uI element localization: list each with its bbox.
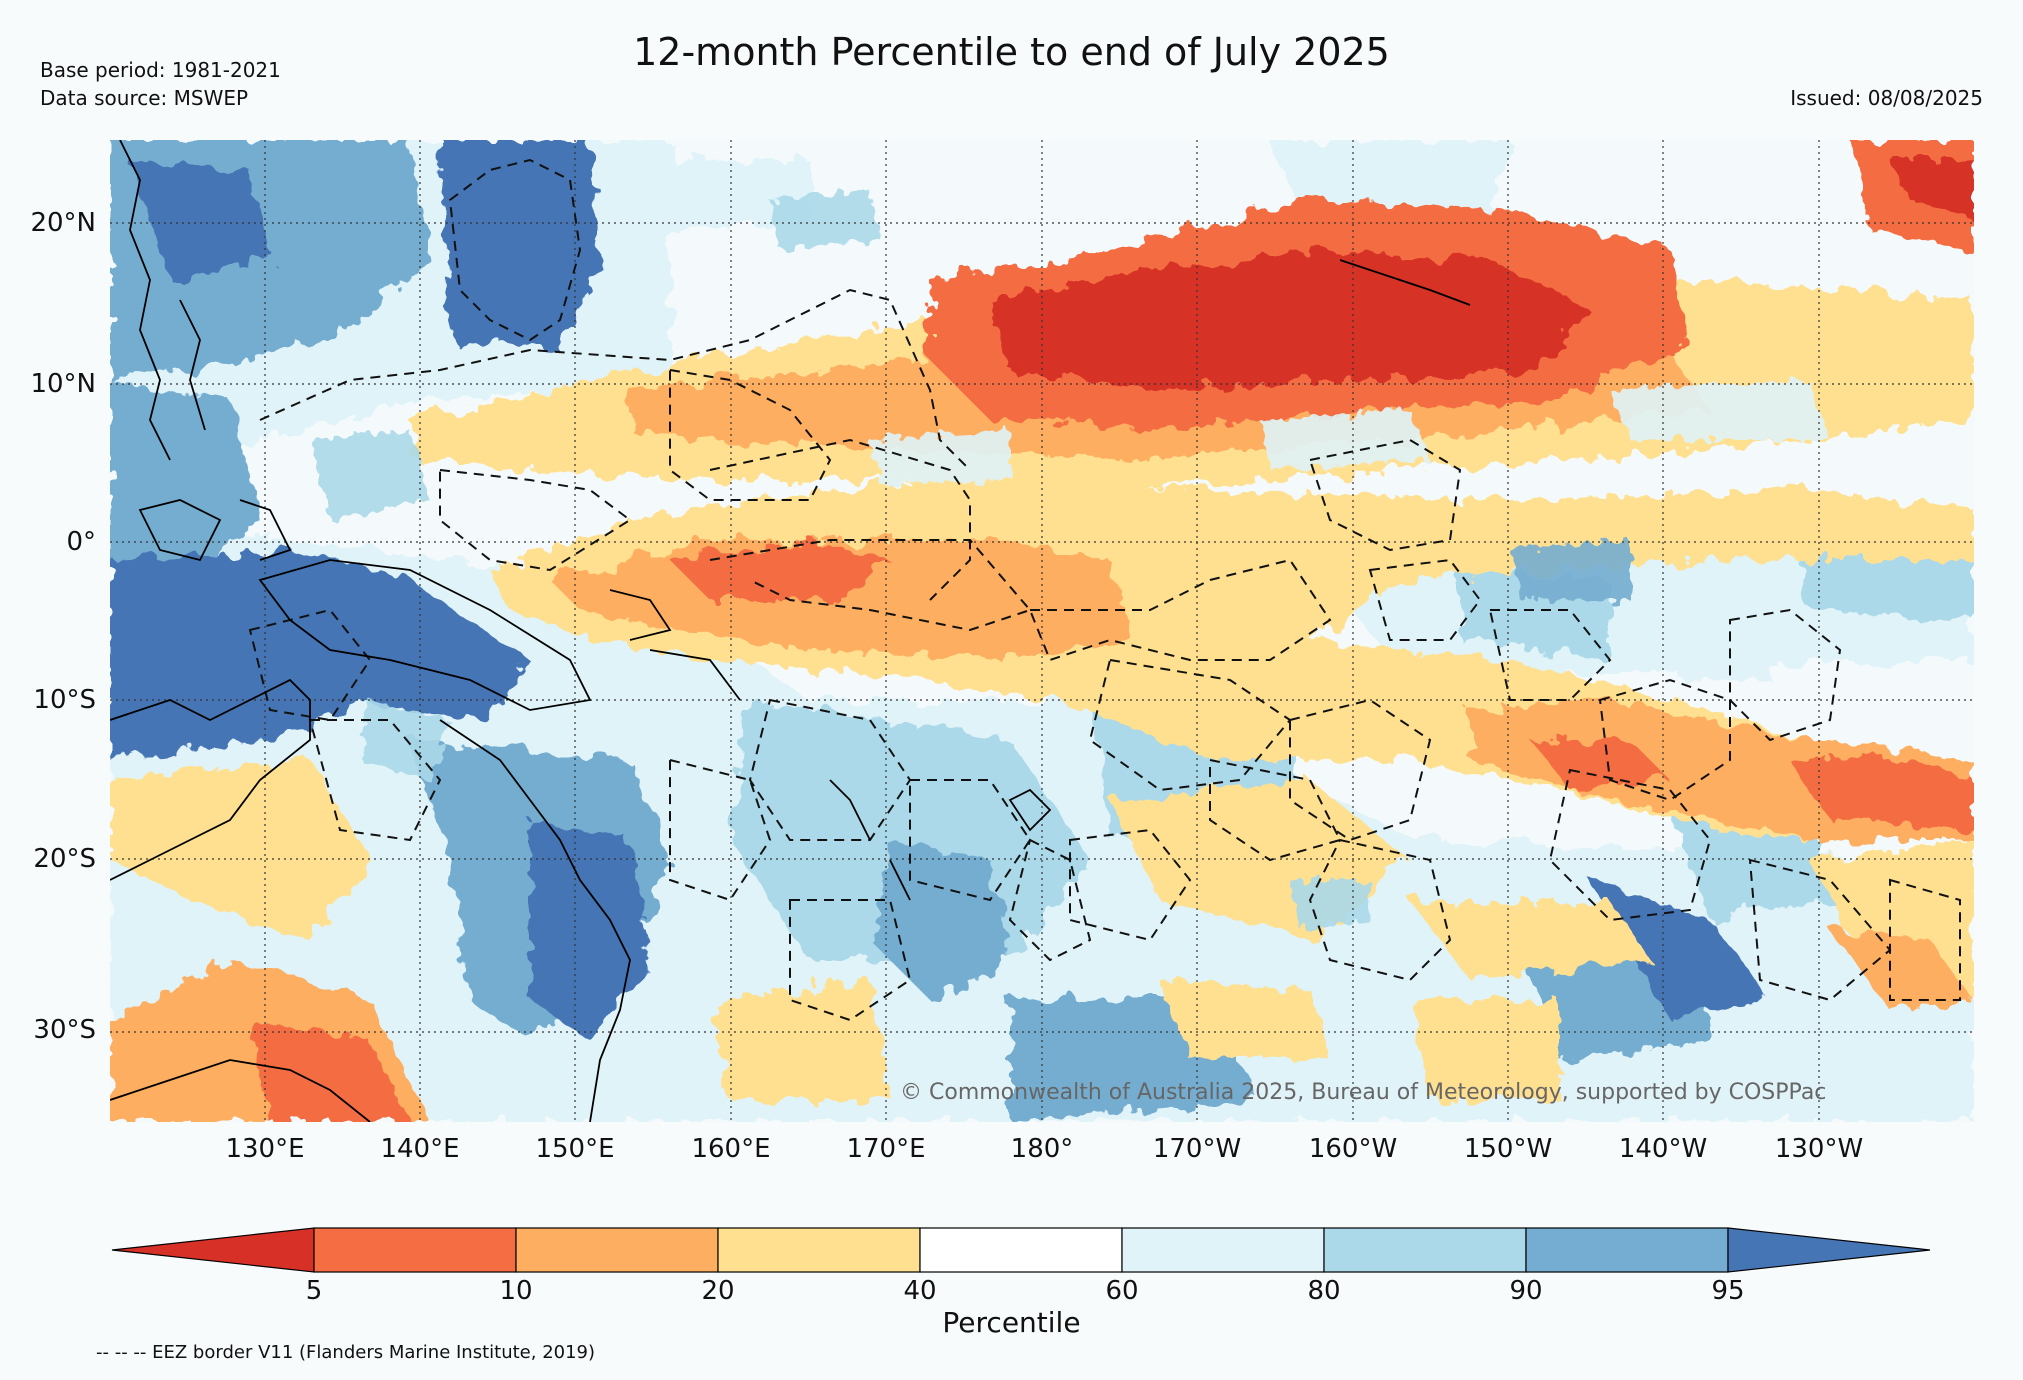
colorbar-segment-below-5 (111, 1227, 315, 1273)
colorbar-tick-5: 5 (305, 1276, 323, 1306)
lon-label-170e: 170°E (846, 1134, 926, 1164)
lon-label-150w: 150°W (1463, 1134, 1553, 1164)
lon-label-160e: 160°E (691, 1134, 771, 1164)
percentile-field (110, 140, 1974, 1122)
colorbar-segment-40-60 (919, 1227, 1123, 1273)
graticule (110, 140, 1974, 1122)
lat-label-10s: 10°S (33, 685, 96, 715)
percentile-colorbar (111, 1227, 1931, 1273)
coastlines (110, 140, 1471, 1122)
map-title: 12-month Percentile to end of July 2025 (633, 30, 1390, 74)
base-period: Base period: 1981-2021 (40, 58, 281, 82)
colorbar-segment-20-40 (717, 1227, 921, 1273)
colorbar-tick-40: 40 (903, 1276, 937, 1306)
lon-label-170w: 170°W (1152, 1134, 1242, 1164)
colorbar-segment-above-95 (1727, 1227, 1931, 1273)
lat-label-20n: 20°N (30, 208, 96, 238)
lon-label-140w: 140°W (1618, 1134, 1708, 1164)
lat-label-10n: 10°N (30, 369, 96, 399)
colorbar-tick-80: 80 (1307, 1276, 1341, 1306)
colorbar-segment-10-20 (515, 1227, 719, 1273)
lon-label-140e: 140°E (380, 1134, 460, 1164)
colorbar-tick-60: 60 (1105, 1276, 1139, 1306)
lon-label-180: 180° (1010, 1134, 1074, 1164)
lat-label-0: 0° (66, 527, 96, 557)
colorbar-tick-10: 10 (499, 1276, 533, 1306)
lat-label-30s: 30°S (33, 1015, 96, 1045)
colorbar-segment-5-10 (313, 1227, 517, 1273)
lon-label-160w: 160°W (1308, 1134, 1398, 1164)
data-source: Data source: MSWEP (40, 86, 249, 110)
lon-label-130e: 130°E (225, 1134, 305, 1164)
lon-label-130w: 130°W (1774, 1134, 1864, 1164)
lat-label-20s: 20°S (33, 844, 96, 874)
copyright-notice: © Commonwealth of Australia 2025, Bureau… (900, 1080, 1827, 1105)
colorbar-tick-95: 95 (1711, 1276, 1745, 1306)
colorbar-label: Percentile (942, 1306, 1081, 1339)
colorbar-segment-90-95 (1525, 1227, 1729, 1273)
lon-label-150e: 150°E (535, 1134, 615, 1164)
colorbar-tick-90: 90 (1509, 1276, 1543, 1306)
percentile-map (110, 140, 1974, 1122)
colorbar-segment-60-80 (1121, 1227, 1325, 1273)
colorbar-tick-20: 20 (701, 1276, 735, 1306)
eez-footnote: -- -- -- EEZ border V11 (Flanders Marine… (96, 1342, 596, 1363)
colorbar-segment-80-90 (1323, 1227, 1527, 1273)
issued-date: Issued: 08/08/2025 (1790, 86, 1983, 110)
